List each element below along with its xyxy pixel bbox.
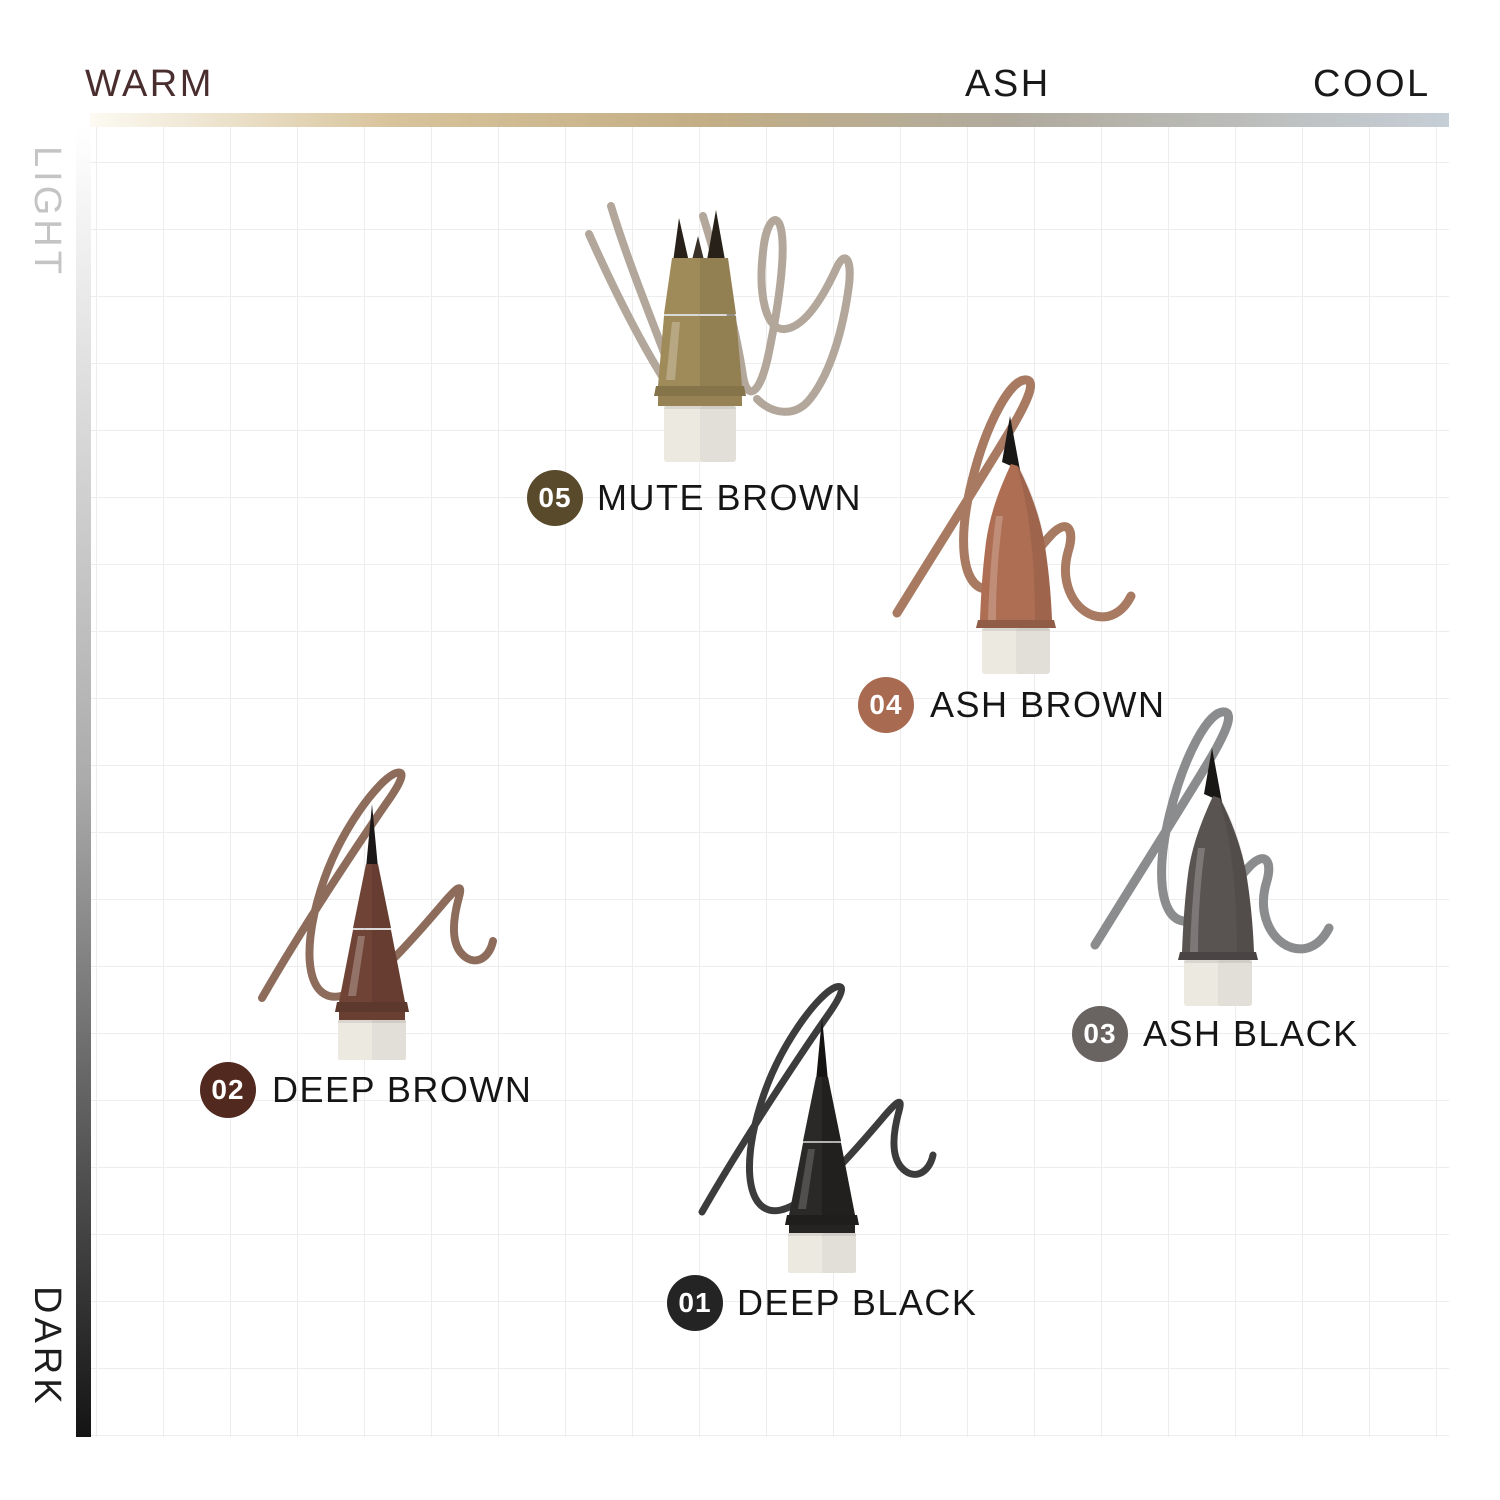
pen-illustration-needle-tip — [785, 1017, 859, 1273]
needle-tip — [816, 1017, 828, 1081]
fork-prong-mid — [692, 236, 704, 260]
shade-number-badge: 01 — [667, 1275, 723, 1331]
shade-name-label: DEEP BROWN — [272, 1069, 533, 1110]
axis-label-dark: DARK — [26, 1286, 68, 1408]
fork-prong-left — [673, 218, 689, 262]
pen-illustration-needle-tip — [335, 804, 409, 1060]
shade-number-badge: 03 — [1072, 1006, 1128, 1062]
shade-name-label: MUTE BROWN — [597, 477, 862, 518]
shade-number-badge: 02 — [200, 1062, 256, 1118]
shade-name-label: DEEP BLACK — [737, 1282, 978, 1323]
pen-illustration-brush-tip — [1178, 748, 1258, 1006]
shade-number-badge: 05 — [527, 470, 583, 526]
axis-label-warm: WARM — [85, 63, 214, 105]
shade-number-badge: 04 — [858, 677, 914, 733]
light-dark-gradient-bar — [76, 127, 91, 1437]
shade-name-label: ASH BLACK — [1143, 1013, 1359, 1054]
pen-illustration-brush-tip — [976, 416, 1056, 674]
needle-tip — [1204, 748, 1222, 802]
axis-label-light: LIGHT — [26, 146, 68, 278]
fork-prong-right — [707, 210, 725, 260]
axis-label-ash: ASH — [965, 63, 1051, 105]
warm-cool-gradient-bar — [90, 113, 1449, 127]
axis-label-cool: COOL — [1313, 63, 1431, 105]
needle-tip — [1002, 416, 1020, 470]
needle-tip — [366, 804, 378, 868]
pen-illustration-fork-tip — [654, 210, 746, 462]
